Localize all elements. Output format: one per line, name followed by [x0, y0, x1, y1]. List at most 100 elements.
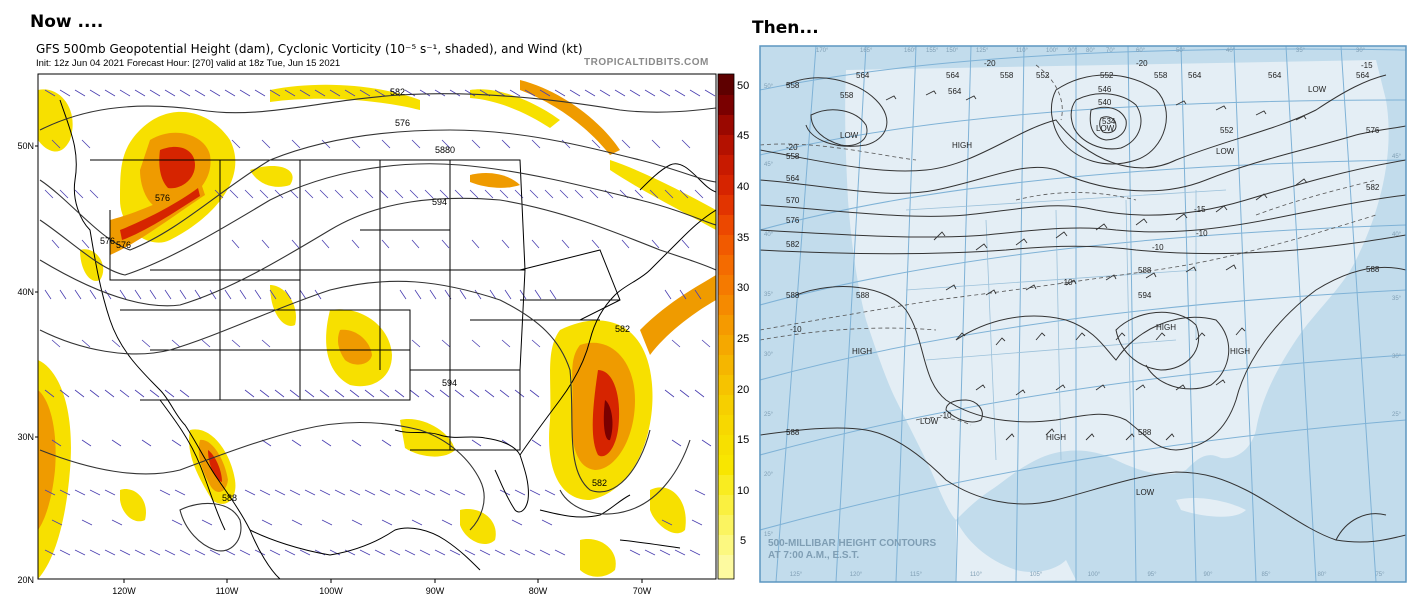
- lat-label: 50N: [17, 141, 34, 151]
- longitude-axis: 120W 110W 100W 90W 80W 70W: [112, 586, 652, 596]
- low-center: LOW: [1216, 147, 1235, 156]
- height-contours: [760, 74, 1406, 543]
- map-frame: [759, 45, 1407, 583]
- svg-text:45°: 45°: [1392, 154, 1402, 160]
- colorbar-ticks: 50 45 40 35 30 25 20 15 10 5: [737, 80, 749, 547]
- svg-text:25°: 25°: [764, 412, 774, 418]
- temp-label: -20: [984, 59, 996, 68]
- height-label: 594: [1138, 291, 1152, 300]
- temp-label: -10: [940, 411, 952, 420]
- vorticity-colorbar: [717, 73, 735, 580]
- svg-text:125°: 125°: [790, 572, 803, 578]
- svg-text:30°: 30°: [764, 352, 774, 358]
- low-center: LOW: [1308, 85, 1327, 94]
- high-center: HIGH: [1156, 323, 1176, 332]
- svg-text:160°: 160°: [904, 48, 917, 54]
- temp-label: -15: [1194, 205, 1206, 214]
- left-latitude-labels: 50° 45° 40° 35° 30° 25° 20° 15°: [764, 84, 774, 538]
- height-label: 540: [1098, 98, 1112, 107]
- colorbar-tick: 35: [737, 232, 749, 244]
- high-center: HIGH: [852, 347, 872, 356]
- source-watermark: TROPICALTIDBITS.COM: [584, 57, 709, 68]
- svg-text:25°: 25°: [1392, 412, 1402, 418]
- high-center: HIGH: [952, 141, 972, 150]
- svg-text:105°: 105°: [1030, 572, 1043, 578]
- svg-text:100°: 100°: [1046, 48, 1059, 54]
- height-label: 564: [1268, 71, 1282, 80]
- temp-label: -10: [1061, 278, 1073, 287]
- historical-weather-map: 564 564 564 558 552 552 558 564 564 564 …: [756, 40, 1410, 600]
- height-label: 552: [1036, 71, 1050, 80]
- svg-text:80°: 80°: [1086, 48, 1096, 54]
- height-label: 588: [1138, 428, 1152, 437]
- height-label: 588: [856, 291, 870, 300]
- lat-label: 40N: [17, 287, 34, 297]
- contour-label: 582: [615, 324, 630, 334]
- latitude-axis: 50N 40N 30N 20N: [17, 141, 34, 585]
- height-label: 588: [1366, 265, 1380, 274]
- height-label: 576: [786, 216, 800, 225]
- high-center: HIGH: [1230, 347, 1250, 356]
- bottom-longitude-labels: 125° 120° 115° 110° 105° 100° 95° 90° 85…: [790, 572, 1385, 578]
- svg-text:45°: 45°: [764, 162, 774, 168]
- lat-label: 20N: [17, 575, 34, 585]
- svg-text:85°: 85°: [1261, 572, 1271, 578]
- svg-text:90°: 90°: [1068, 48, 1078, 54]
- height-label: 558: [1000, 71, 1014, 80]
- height-label: 534: [1102, 117, 1116, 126]
- contour-labels: 576 576 582 5880 594 594 582 582 588 576…: [100, 87, 630, 503]
- contour-label: 576: [116, 240, 131, 250]
- svg-text:125°: 125°: [976, 48, 989, 54]
- right-latitude-labels: 45° 40° 35° 30° 25°: [1392, 154, 1402, 418]
- colorbar-tick: 5: [740, 535, 746, 547]
- height-label: 582: [1366, 183, 1380, 192]
- height-label: 564: [948, 87, 962, 96]
- svg-text:115°: 115°: [910, 572, 923, 578]
- svg-text:20°: 20°: [764, 472, 774, 478]
- lon-label: 80W: [529, 586, 548, 596]
- pressure-centers: LOW LOW LOW LOW HIGH HIGH HIGH HIGH HIGH…: [840, 85, 1327, 497]
- svg-text:30°: 30°: [1392, 354, 1402, 360]
- colorbar-tick: 40: [737, 181, 749, 193]
- low-center: LOW: [1136, 488, 1155, 497]
- contour-label: 576: [100, 236, 115, 246]
- height-label: 564: [856, 71, 870, 80]
- isotherm-labels: -20 -20 -20 -15 -15 -10 -10 -10 -10 -10: [786, 59, 1373, 420]
- vorticity-shading: [38, 80, 716, 579]
- height-label: 546: [1098, 85, 1112, 94]
- height-label: 564: [1188, 71, 1202, 80]
- height-label: 552: [1220, 126, 1234, 135]
- lon-label: 70W: [633, 586, 652, 596]
- lon-label: 110W: [216, 586, 239, 596]
- height-label: 570: [786, 196, 800, 205]
- now-heading: Now ....: [30, 12, 104, 32]
- height-label: 588: [1138, 266, 1152, 275]
- svg-text:155°: 155°: [926, 48, 939, 54]
- svg-text:500-MILLIBAR HEIGHT CONTOURS: 500-MILLIBAR HEIGHT CONTOURS: [768, 538, 936, 549]
- lon-label: 100W: [319, 586, 343, 596]
- gfs-map-subtitle: Init: 12z Jun 04 2021 Forecast Hour: [27…: [36, 58, 341, 69]
- colorbar-tick: 25: [737, 333, 749, 345]
- height-label: 564: [786, 174, 800, 183]
- height-label: 558: [840, 91, 854, 100]
- height-label: 558: [786, 81, 800, 90]
- height-label: 552: [1100, 71, 1114, 80]
- coastlines: [59, 99, 716, 579]
- svg-text:35°: 35°: [1392, 296, 1402, 302]
- top-longitude-labels: 170° 165° 160° 155° 150° 125° 110° 100° …: [816, 48, 1366, 54]
- contour-label: 5880: [435, 145, 455, 155]
- high-center: HIGH: [1046, 433, 1066, 442]
- svg-text:40°: 40°: [1392, 232, 1402, 238]
- svg-text:70°: 70°: [1106, 48, 1116, 54]
- svg-text:170°: 170°: [816, 48, 829, 54]
- svg-text:40°: 40°: [764, 232, 774, 238]
- svg-text:60°: 60°: [1136, 48, 1146, 54]
- height-labels: 564 564 564 558 552 552 558 564 564 564 …: [786, 71, 1380, 437]
- contour-label: 576: [155, 193, 170, 203]
- svg-text:50°: 50°: [764, 84, 774, 90]
- height-label: 582: [786, 240, 800, 249]
- low-center: LOW: [1096, 124, 1115, 133]
- temperature-isotherms: [760, 64, 1377, 426]
- height-label: 558: [786, 152, 800, 161]
- height-label: 564: [946, 71, 960, 80]
